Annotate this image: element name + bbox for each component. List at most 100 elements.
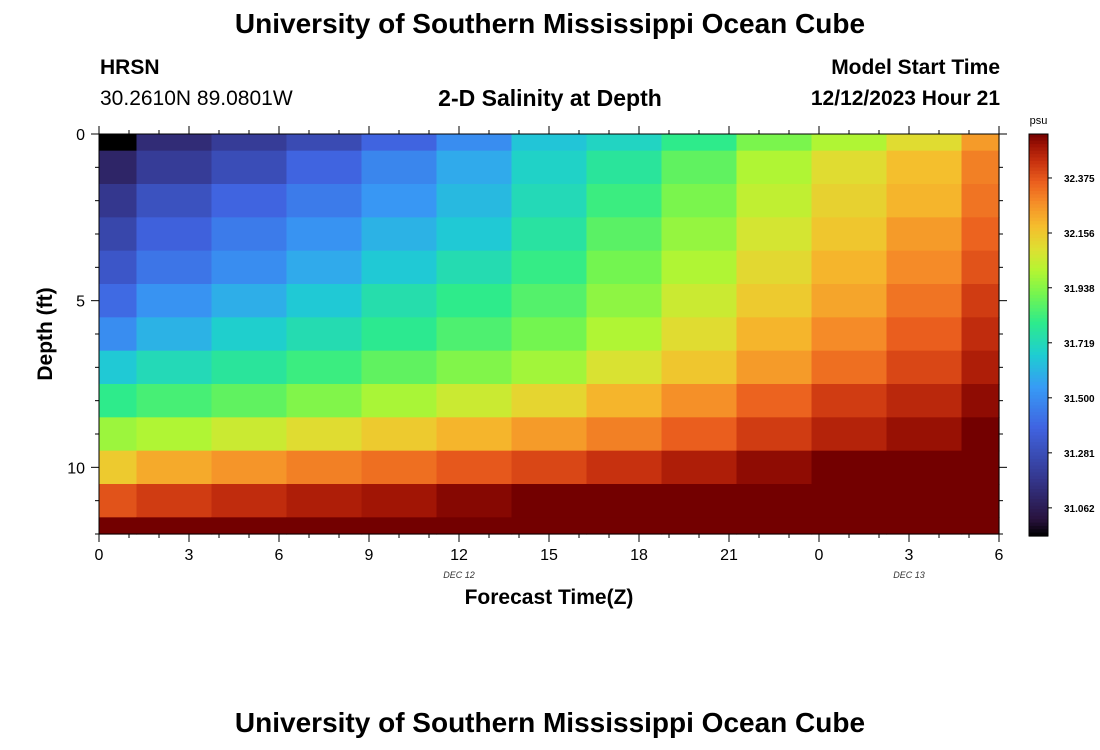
heatmap-cell [961, 450, 1000, 485]
colorbar-segment [1029, 532, 1048, 537]
heatmap-cell [511, 284, 588, 318]
heatmap-cell [586, 384, 663, 418]
heatmap-cell [586, 284, 663, 318]
heatmap-cell [211, 417, 288, 452]
heatmap-cell [886, 417, 963, 452]
heatmap-cell [361, 184, 438, 218]
colorbar-segment [1029, 298, 1048, 303]
colorbar-segment [1029, 331, 1048, 336]
colorbar-segment [1029, 318, 1048, 323]
heatmap-cell [136, 384, 213, 418]
heatmap-cell [736, 284, 813, 318]
heatmap-cell [436, 134, 513, 152]
colorbar-segment [1029, 254, 1048, 259]
heatmap-cell [886, 284, 963, 318]
colorbar-segment [1029, 144, 1048, 148]
heatmap-cell [511, 517, 588, 535]
heatmap-cell [811, 317, 888, 352]
colorbar-segment [1029, 274, 1048, 279]
colorbar-segment [1029, 469, 1048, 473]
heatmap-cell [661, 417, 738, 452]
heatmap-cell [736, 517, 813, 535]
colorbar-segment [1029, 341, 1048, 346]
colorbar-segment [1029, 405, 1048, 410]
heatmap-cell [961, 384, 1000, 418]
colorbar-tick-label: 31.938 [1064, 284, 1095, 295]
colorbar-tick-label: 31.500 [1064, 394, 1095, 405]
heatmap-cell [886, 150, 963, 185]
heatmap-cell [661, 284, 738, 318]
colorbar-segment [1029, 428, 1048, 433]
colorbar-segment [1029, 358, 1048, 363]
heatmap-cell [661, 450, 738, 485]
heatmap-cell [661, 250, 738, 285]
heatmap-cell [961, 517, 1000, 535]
heatmap-cell [586, 150, 663, 185]
colorbar-segment [1029, 281, 1048, 286]
heatmap-cell [661, 134, 738, 152]
heatmap-cell [886, 517, 963, 535]
heatmap-cell [661, 517, 738, 535]
colorbar-segment [1029, 190, 1048, 195]
heatmap-cell [736, 184, 813, 218]
heatmap-cell [961, 217, 1000, 252]
x-tick-label: 21 [720, 547, 738, 564]
heatmap-cell [286, 484, 363, 518]
heatmap-cell [661, 184, 738, 218]
colorbar-segment [1029, 244, 1048, 249]
heatmap-cell [736, 450, 813, 485]
heatmap-cell [961, 317, 1000, 352]
heatmap-cell [511, 217, 588, 252]
heatmap-cell [586, 350, 663, 385]
colorbar-segment [1029, 385, 1048, 390]
heatmap-cell [736, 134, 813, 152]
colorbar-segment [1029, 509, 1048, 514]
colorbar-segment [1029, 502, 1048, 507]
colorbar-segment [1029, 180, 1048, 185]
heatmap-cell [586, 517, 663, 535]
colorbar-segment [1029, 187, 1048, 192]
heatmap-cell [136, 150, 213, 185]
heatmap-cell [586, 184, 663, 218]
heatmap-cell [586, 217, 663, 252]
colorbar-tick-label: 32.156 [1064, 229, 1095, 240]
heatmap-cell [286, 450, 363, 485]
heatmap-cell [211, 134, 288, 152]
y-tick-label: 0 [76, 127, 85, 144]
heatmap-cell [961, 417, 1000, 452]
heatmap-cell [211, 450, 288, 485]
x-tick-label: 0 [815, 547, 824, 564]
heatmap-cell [286, 350, 363, 385]
colorbar-segment [1029, 529, 1048, 534]
heatmap-cell [286, 384, 363, 418]
colorbar-segment [1029, 495, 1048, 500]
heatmap-cell [361, 317, 438, 352]
x-tick-label: 0 [95, 547, 104, 564]
heatmap-cell [136, 317, 213, 352]
colorbar-segment [1029, 378, 1048, 383]
colorbar-segment [1029, 371, 1048, 376]
colorbar-segment [1029, 485, 1048, 490]
heatmap-cell [361, 417, 438, 452]
colorbar-segment [1029, 140, 1048, 145]
heatmap-cell [211, 317, 288, 352]
heatmap-cell [886, 450, 963, 485]
colorbar-segment [1029, 475, 1048, 480]
y-axis: 0 5 10 [67, 127, 1007, 535]
heatmap-cell [811, 517, 888, 535]
colorbar-segment [1029, 345, 1048, 349]
heatmap-cell [136, 217, 213, 252]
y-axis-label: Depth (ft) [34, 287, 57, 380]
heatmap-cell [886, 217, 963, 252]
heatmap-cell [811, 134, 888, 152]
x-axis-label: Forecast Time(Z) [465, 586, 634, 609]
heatmap-cell [361, 284, 438, 318]
heatmap-cell [136, 517, 213, 535]
heatmap-cell [661, 350, 738, 385]
heatmap-cell [586, 250, 663, 285]
colorbar-segment [1029, 455, 1048, 460]
heatmap-cell [286, 250, 363, 285]
heatmap-cell [286, 417, 363, 452]
heatmap-cell [511, 184, 588, 218]
heatmap-cell [961, 184, 1000, 218]
